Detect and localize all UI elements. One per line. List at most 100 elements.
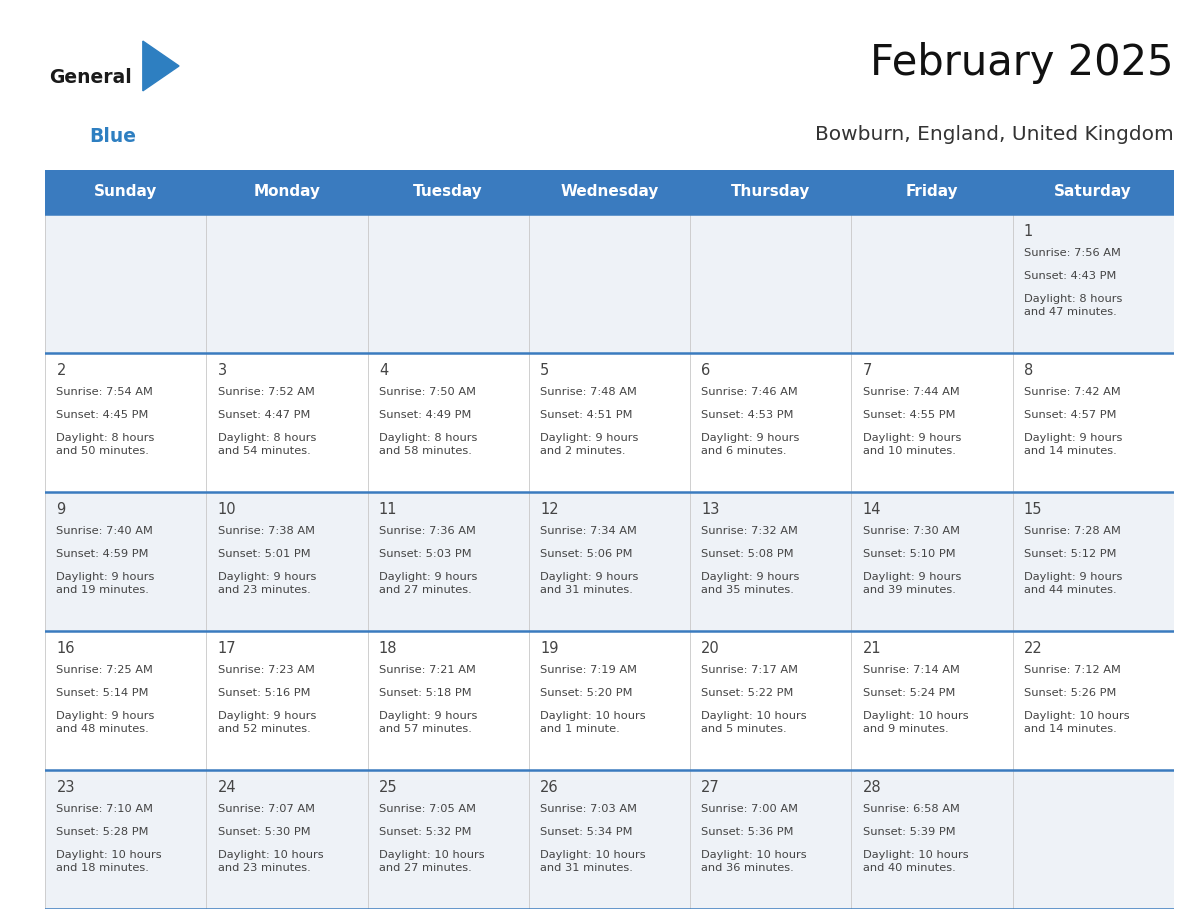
Text: Sunset: 5:03 PM: Sunset: 5:03 PM <box>379 549 472 559</box>
Text: 20: 20 <box>701 641 720 655</box>
Text: Sunrise: 7:17 AM: Sunrise: 7:17 AM <box>701 666 798 676</box>
Text: Sunset: 5:20 PM: Sunset: 5:20 PM <box>541 688 633 698</box>
Text: Sunset: 4:59 PM: Sunset: 4:59 PM <box>57 549 148 559</box>
Text: Sunrise: 7:54 AM: Sunrise: 7:54 AM <box>57 387 153 397</box>
Text: Daylight: 9 hours
and 6 minutes.: Daylight: 9 hours and 6 minutes. <box>701 432 800 456</box>
Text: Wednesday: Wednesday <box>561 185 658 199</box>
Text: Sunset: 4:51 PM: Sunset: 4:51 PM <box>541 410 633 420</box>
Text: Sunset: 5:26 PM: Sunset: 5:26 PM <box>1024 688 1117 698</box>
Bar <box>45 631 1174 770</box>
Text: 3: 3 <box>217 363 227 377</box>
Text: 11: 11 <box>379 501 398 517</box>
Text: Sunset: 5:30 PM: Sunset: 5:30 PM <box>217 827 310 837</box>
Text: Saturday: Saturday <box>1054 185 1132 199</box>
Text: Sunrise: 7:52 AM: Sunrise: 7:52 AM <box>217 387 315 397</box>
Text: Sunset: 5:08 PM: Sunset: 5:08 PM <box>701 549 794 559</box>
Text: 6: 6 <box>701 363 710 377</box>
Text: Sunset: 5:34 PM: Sunset: 5:34 PM <box>541 827 633 837</box>
Text: Sunset: 4:53 PM: Sunset: 4:53 PM <box>701 410 794 420</box>
Text: Sunrise: 6:58 AM: Sunrise: 6:58 AM <box>862 804 960 814</box>
Text: 21: 21 <box>862 641 881 655</box>
Text: Thursday: Thursday <box>731 185 810 199</box>
Text: Sunrise: 7:44 AM: Sunrise: 7:44 AM <box>862 387 960 397</box>
Text: Sunrise: 7:00 AM: Sunrise: 7:00 AM <box>701 804 798 814</box>
Bar <box>45 492 1174 631</box>
Text: Sunrise: 7:56 AM: Sunrise: 7:56 AM <box>1024 249 1120 258</box>
Text: Sunrise: 7:05 AM: Sunrise: 7:05 AM <box>379 804 476 814</box>
Text: 28: 28 <box>862 779 881 795</box>
Text: 22: 22 <box>1024 641 1043 655</box>
Text: 5: 5 <box>541 363 549 377</box>
Text: 19: 19 <box>541 641 558 655</box>
Text: Sunset: 5:10 PM: Sunset: 5:10 PM <box>862 549 955 559</box>
Text: Daylight: 9 hours
and 57 minutes.: Daylight: 9 hours and 57 minutes. <box>379 711 478 733</box>
Text: Friday: Friday <box>905 185 959 199</box>
Text: Daylight: 9 hours
and 39 minutes.: Daylight: 9 hours and 39 minutes. <box>862 572 961 595</box>
Text: Sunrise: 7:12 AM: Sunrise: 7:12 AM <box>1024 666 1120 676</box>
Text: 27: 27 <box>701 779 720 795</box>
Text: Sunrise: 7:38 AM: Sunrise: 7:38 AM <box>217 526 315 536</box>
Text: Daylight: 10 hours
and 5 minutes.: Daylight: 10 hours and 5 minutes. <box>701 711 807 733</box>
Text: Sunrise: 7:30 AM: Sunrise: 7:30 AM <box>862 526 960 536</box>
Text: Sunrise: 7:46 AM: Sunrise: 7:46 AM <box>701 387 798 397</box>
Text: Sunset: 4:49 PM: Sunset: 4:49 PM <box>379 410 472 420</box>
Text: Monday: Monday <box>253 185 321 199</box>
Text: Sunset: 5:32 PM: Sunset: 5:32 PM <box>379 827 472 837</box>
Text: Sunrise: 7:42 AM: Sunrise: 7:42 AM <box>1024 387 1120 397</box>
Text: Daylight: 10 hours
and 14 minutes.: Daylight: 10 hours and 14 minutes. <box>1024 711 1130 733</box>
Text: Daylight: 9 hours
and 27 minutes.: Daylight: 9 hours and 27 minutes. <box>379 572 478 595</box>
Text: Daylight: 9 hours
and 52 minutes.: Daylight: 9 hours and 52 minutes. <box>217 711 316 733</box>
Text: Sunset: 5:01 PM: Sunset: 5:01 PM <box>217 549 310 559</box>
Text: Daylight: 8 hours
and 54 minutes.: Daylight: 8 hours and 54 minutes. <box>217 432 316 456</box>
Text: Sunrise: 7:50 AM: Sunrise: 7:50 AM <box>379 387 476 397</box>
Text: 2: 2 <box>57 363 65 377</box>
Text: Sunset: 5:39 PM: Sunset: 5:39 PM <box>862 827 955 837</box>
Text: Sunset: 4:45 PM: Sunset: 4:45 PM <box>57 410 148 420</box>
Text: 8: 8 <box>1024 363 1034 377</box>
Text: Daylight: 10 hours
and 31 minutes.: Daylight: 10 hours and 31 minutes. <box>541 849 646 873</box>
Text: Daylight: 9 hours
and 48 minutes.: Daylight: 9 hours and 48 minutes. <box>57 711 154 733</box>
Text: Blue: Blue <box>89 127 135 146</box>
Text: 24: 24 <box>217 779 236 795</box>
Text: Sunday: Sunday <box>94 185 158 199</box>
Text: 4: 4 <box>379 363 388 377</box>
Text: Sunset: 5:16 PM: Sunset: 5:16 PM <box>217 688 310 698</box>
Text: Daylight: 10 hours
and 40 minutes.: Daylight: 10 hours and 40 minutes. <box>862 849 968 873</box>
Text: 25: 25 <box>379 779 398 795</box>
Text: Daylight: 9 hours
and 19 minutes.: Daylight: 9 hours and 19 minutes. <box>57 572 154 595</box>
Text: Daylight: 9 hours
and 2 minutes.: Daylight: 9 hours and 2 minutes. <box>541 432 638 456</box>
Text: Sunset: 5:12 PM: Sunset: 5:12 PM <box>1024 549 1117 559</box>
Text: General: General <box>49 68 132 87</box>
Text: February 2025: February 2025 <box>871 42 1174 84</box>
Text: 17: 17 <box>217 641 236 655</box>
Text: Sunrise: 7:36 AM: Sunrise: 7:36 AM <box>379 526 475 536</box>
Text: Sunrise: 7:25 AM: Sunrise: 7:25 AM <box>57 666 153 676</box>
Text: 26: 26 <box>541 779 558 795</box>
Text: Sunset: 5:14 PM: Sunset: 5:14 PM <box>57 688 148 698</box>
Text: 7: 7 <box>862 363 872 377</box>
Bar <box>45 214 1174 353</box>
Text: 15: 15 <box>1024 501 1042 517</box>
Text: Daylight: 10 hours
and 27 minutes.: Daylight: 10 hours and 27 minutes. <box>379 849 485 873</box>
Text: Sunrise: 7:07 AM: Sunrise: 7:07 AM <box>217 804 315 814</box>
Text: Sunrise: 7:48 AM: Sunrise: 7:48 AM <box>541 387 637 397</box>
Text: Daylight: 9 hours
and 14 minutes.: Daylight: 9 hours and 14 minutes. <box>1024 432 1123 456</box>
Text: Sunrise: 7:32 AM: Sunrise: 7:32 AM <box>701 526 798 536</box>
Text: Daylight: 10 hours
and 23 minutes.: Daylight: 10 hours and 23 minutes. <box>217 849 323 873</box>
Text: Sunset: 5:06 PM: Sunset: 5:06 PM <box>541 549 633 559</box>
Text: Daylight: 10 hours
and 18 minutes.: Daylight: 10 hours and 18 minutes. <box>57 849 162 873</box>
Text: Sunrise: 7:21 AM: Sunrise: 7:21 AM <box>379 666 475 676</box>
Polygon shape <box>143 41 179 91</box>
Text: Sunrise: 7:14 AM: Sunrise: 7:14 AM <box>862 666 960 676</box>
Text: 1: 1 <box>1024 224 1034 239</box>
Bar <box>45 353 1174 492</box>
Text: Sunrise: 7:28 AM: Sunrise: 7:28 AM <box>1024 526 1120 536</box>
Text: Daylight: 8 hours
and 47 minutes.: Daylight: 8 hours and 47 minutes. <box>1024 294 1123 317</box>
Text: Daylight: 10 hours
and 36 minutes.: Daylight: 10 hours and 36 minutes. <box>701 849 807 873</box>
Text: 9: 9 <box>57 501 65 517</box>
Text: Sunrise: 7:40 AM: Sunrise: 7:40 AM <box>57 526 153 536</box>
Text: 13: 13 <box>701 501 720 517</box>
Text: Daylight: 10 hours
and 1 minute.: Daylight: 10 hours and 1 minute. <box>541 711 646 733</box>
Text: Tuesday: Tuesday <box>413 185 484 199</box>
Text: 14: 14 <box>862 501 881 517</box>
